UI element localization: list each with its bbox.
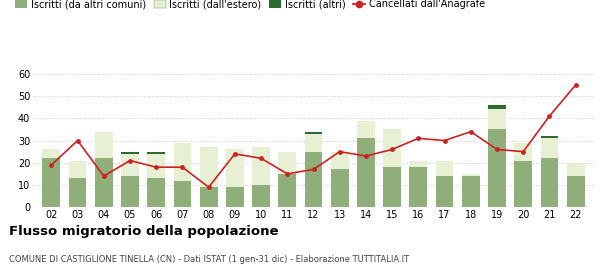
Bar xyxy=(488,105,506,109)
Bar xyxy=(305,152,322,207)
Text: Flusso migratorio della popolazione: Flusso migratorio della popolazione xyxy=(9,225,278,238)
Bar xyxy=(331,169,349,207)
Bar xyxy=(409,160,427,167)
Bar xyxy=(331,152,349,169)
Bar xyxy=(567,176,584,207)
Bar xyxy=(200,147,218,187)
Bar xyxy=(357,138,375,207)
Bar xyxy=(488,109,506,129)
Bar xyxy=(436,160,454,176)
Text: COMUNE DI CASTIGLIONE TINELLA (CN) - Dati ISTAT (1 gen-31 dic) - Elaborazione TU: COMUNE DI CASTIGLIONE TINELLA (CN) - Dat… xyxy=(9,255,409,264)
Bar xyxy=(462,174,480,176)
Bar xyxy=(514,143,532,160)
Bar xyxy=(121,154,139,176)
Bar xyxy=(147,154,165,178)
Bar xyxy=(305,134,322,152)
Bar xyxy=(43,158,60,207)
Bar xyxy=(541,158,559,207)
Bar xyxy=(514,160,532,207)
Bar xyxy=(68,178,86,207)
Bar xyxy=(200,187,218,207)
Legend: Iscritti (da altri comuni), Iscritti (dall'estero), Iscritti (altri), Cancellati: Iscritti (da altri comuni), Iscritti (da… xyxy=(16,0,485,9)
Bar xyxy=(409,167,427,207)
Bar xyxy=(147,152,165,154)
Bar xyxy=(305,132,322,134)
Bar xyxy=(226,150,244,187)
Bar xyxy=(226,187,244,207)
Bar xyxy=(147,178,165,207)
Bar xyxy=(383,129,401,167)
Bar xyxy=(95,132,113,158)
Bar xyxy=(121,176,139,207)
Bar xyxy=(173,143,191,181)
Bar xyxy=(252,147,270,185)
Bar xyxy=(252,185,270,207)
Bar xyxy=(278,174,296,207)
Bar xyxy=(43,150,60,158)
Bar xyxy=(95,158,113,207)
Bar xyxy=(121,152,139,154)
Bar xyxy=(462,176,480,207)
Bar xyxy=(488,129,506,207)
Bar xyxy=(567,163,584,176)
Bar xyxy=(541,138,559,158)
Bar xyxy=(68,160,86,178)
Bar xyxy=(357,120,375,138)
Bar xyxy=(383,167,401,207)
Bar xyxy=(173,181,191,207)
Bar xyxy=(541,136,559,138)
Bar xyxy=(278,152,296,174)
Bar xyxy=(436,176,454,207)
